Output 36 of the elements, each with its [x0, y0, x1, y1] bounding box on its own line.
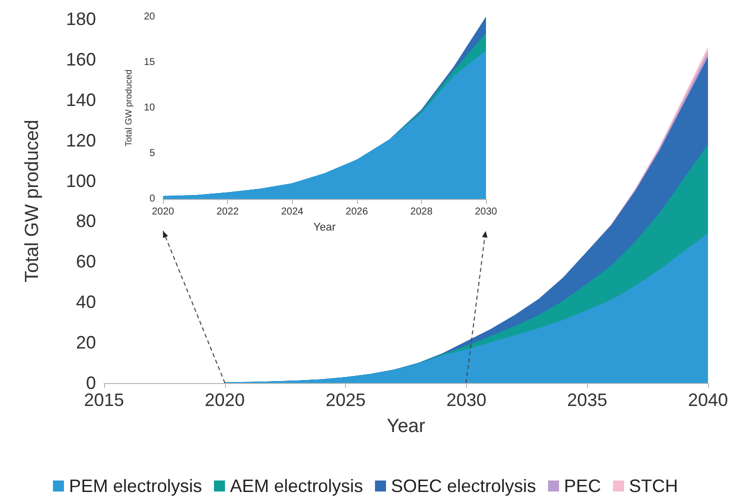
y-tick-label: 15 [144, 57, 156, 68]
y-tick-label: 10 [144, 102, 156, 114]
x-tick-label: 2026 [346, 206, 368, 218]
x-tick-label: 2028 [410, 206, 433, 218]
y-tick-label: 60 [76, 252, 96, 272]
x-tick-label: 2022 [216, 206, 240, 218]
x-tick-label: 2020 [152, 206, 175, 218]
x-tick-label: 2035 [567, 390, 608, 410]
legend-label: AEM electrolysis [230, 476, 364, 496]
y-tick-label: 140 [66, 90, 96, 110]
legend-label: SOEC electrolysis [391, 476, 536, 496]
x-tick-label: 2024 [281, 206, 304, 218]
y-tick-label: 0 [149, 194, 156, 204]
y-tick-label: 160 [66, 49, 96, 70]
x-tick-label: 2030 [474, 206, 498, 218]
x-tick-label: 2040 [688, 390, 728, 410]
legend-label: STCH [629, 476, 678, 496]
legend-label: PEM electrolysis [68, 476, 202, 496]
y-tick-label: 180 [66, 9, 96, 29]
y-axis-title: Total GW produced [123, 69, 134, 147]
y-tick-label: 20 [144, 12, 156, 22]
y-tick-label: 0 [86, 373, 96, 393]
x-tick-label: 2015 [84, 390, 124, 410]
x-tick-label: 2025 [326, 390, 366, 410]
y-tick-label: 5 [149, 148, 156, 159]
x-tick-label: 2020 [204, 390, 245, 410]
y-axis-title: Total GW produced [22, 120, 43, 282]
y-tick-label: 100 [66, 170, 96, 191]
y-tick-label: 120 [66, 130, 96, 150]
x-tick-label: 2030 [446, 390, 486, 410]
x-axis-title: Year [313, 221, 336, 234]
legend-label: PEC [564, 476, 602, 496]
y-tick-label: 80 [76, 211, 96, 232]
y-tick-label: 40 [76, 292, 96, 312]
y-tick-label: 20 [76, 332, 96, 353]
x-axis-title: Year [386, 416, 426, 437]
